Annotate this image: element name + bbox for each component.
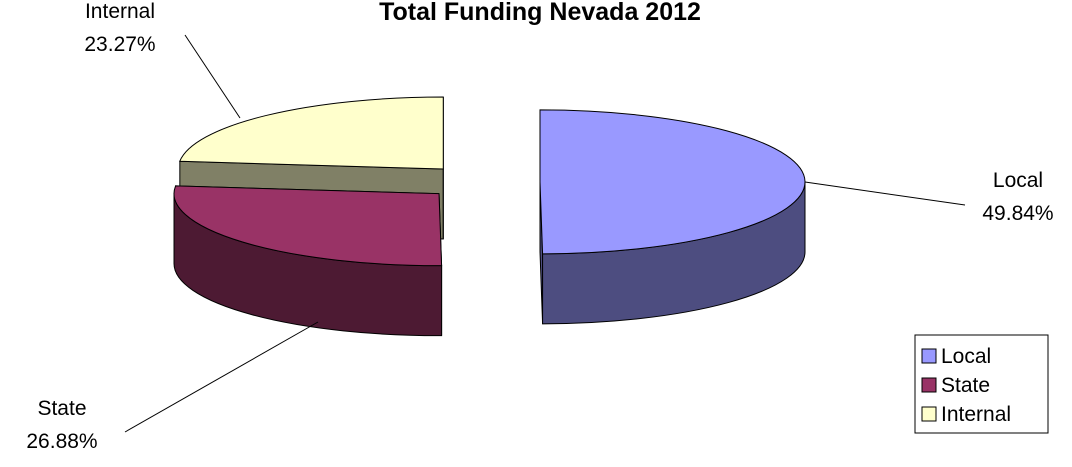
- legend-box: [914, 334, 1049, 434]
- slice-top: [179, 96, 444, 170]
- slice: [173, 185, 443, 337]
- data-label-category: Internal: [85, 0, 155, 23]
- pie: [173, 96, 806, 337]
- legend-label: Local: [941, 345, 991, 368]
- chart-title: Total Funding Nevada 2012: [379, 0, 701, 26]
- slice-top: [173, 185, 443, 267]
- data-label-category: State: [37, 397, 86, 420]
- legend-label: State: [941, 374, 990, 397]
- leader-line: [184, 34, 241, 119]
- legend-label: Internal: [941, 403, 1011, 426]
- data-label-value: 49.84%: [982, 202, 1053, 225]
- slice: [539, 109, 806, 325]
- legend-swatch: [921, 348, 937, 364]
- legend-swatch: [921, 377, 937, 393]
- data-label-value: 26.88%: [26, 430, 97, 453]
- data-label-value: 23.27%: [84, 33, 155, 56]
- legend: Local State Internal: [921, 345, 1011, 426]
- legend-swatch: [921, 406, 937, 422]
- leader-line: [804, 181, 966, 206]
- data-label-category: Local: [993, 169, 1043, 192]
- leader-line: [124, 321, 319, 433]
- data-labels: Local 49.84% State 26.88% Internal 23.27%: [26, 0, 1053, 453]
